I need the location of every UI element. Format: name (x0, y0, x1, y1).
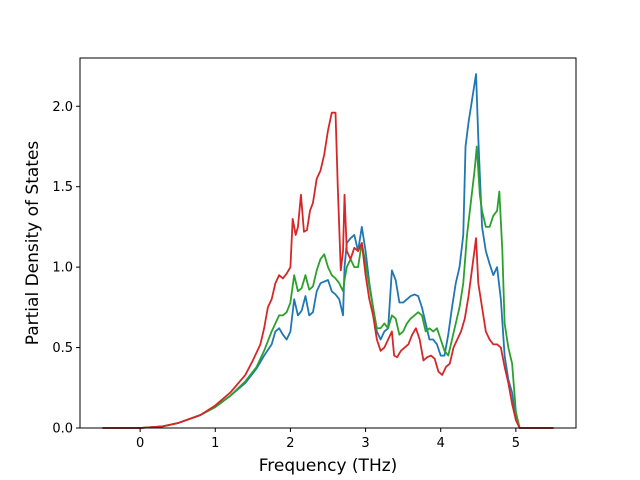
series-line-1 (102, 73, 554, 429)
series-line-3 (102, 111, 554, 429)
y-axis-title: Partial Density of States (23, 141, 43, 346)
x-tick-label: 2 (286, 436, 294, 451)
x-tick-label: 4 (437, 436, 445, 451)
y-tick-label: 0.5 (52, 341, 73, 356)
x-axis-ticks: 0 1 2 3 4 5 (136, 428, 520, 451)
x-tick-label: 0 (136, 436, 144, 451)
y-tick-label: 1.5 (52, 180, 73, 195)
x-tick-label: 1 (211, 436, 219, 451)
series-line-2 (102, 145, 554, 429)
y-tick-label: 0.0 (52, 422, 73, 437)
x-tick-label: 3 (361, 436, 369, 451)
x-axis-title: Frequency (THz) (259, 456, 398, 476)
y-axis-ticks: 0.0 0.5 1.0 1.5 2.0 (52, 100, 80, 437)
x-tick-label: 5 (512, 436, 520, 451)
plot-frame (79, 57, 577, 429)
series-layer (102, 73, 554, 429)
y-tick-label: 1.0 (52, 261, 73, 276)
plot-area (80, 58, 576, 428)
y-tick-label: 2.0 (52, 100, 73, 115)
